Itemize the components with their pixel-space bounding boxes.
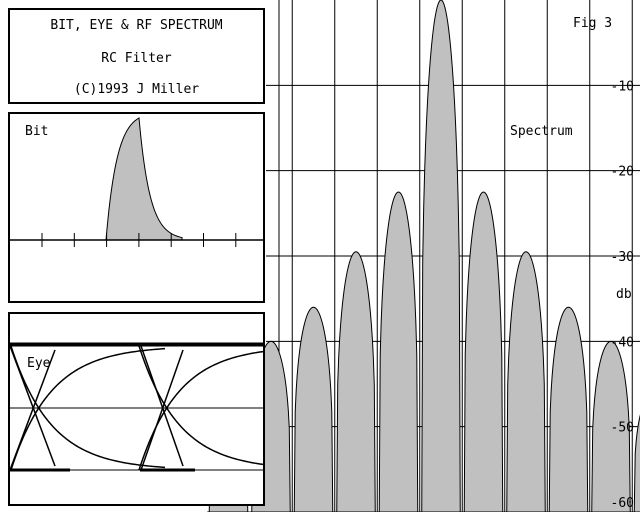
- eye-chart: [10, 342, 263, 472]
- eye-trace: [140, 345, 184, 467]
- eye-trace: [10, 345, 166, 469]
- bit-chart: [10, 117, 263, 247]
- info-panel: BIT, EYE & RF SPECTRUM RC Filter (C)1993…: [8, 8, 265, 104]
- bit-panel: Bit: [8, 112, 265, 303]
- eye-trace: [140, 349, 184, 471]
- eye-label: Eye: [27, 356, 51, 371]
- y-tick-label: -50: [611, 421, 634, 436]
- spectrum-lobe: [334, 251, 378, 512]
- spectrum-lobe: [377, 191, 420, 512]
- bit-label: Bit: [25, 124, 49, 139]
- eye-trace: [10, 347, 166, 471]
- spectrum-lobe: [632, 414, 640, 512]
- eye-panel: Eye: [8, 312, 265, 506]
- y-tick-label: -30: [611, 250, 634, 265]
- spectrum-lobe: [504, 251, 548, 512]
- copyright: (C)1993 J Miller: [73, 82, 200, 97]
- y-tick-label: -40: [611, 335, 634, 350]
- spectrum-lobe: [547, 306, 590, 512]
- y-tick-label: -20: [611, 165, 634, 180]
- y-tick-label: -60: [611, 496, 634, 511]
- spectrum-y-ticks: -10 -20 -30 -40 -50 -60: [611, 79, 634, 511]
- fig-label: Fig 3: [573, 16, 612, 31]
- spectrum-lobe: [589, 340, 633, 512]
- eye-trace: [138, 350, 263, 471]
- eye-trace: [10, 345, 56, 467]
- eye-trace: [10, 349, 56, 471]
- y-tick-label: -10: [611, 79, 634, 94]
- title: BIT, EYE & RF SPECTRUM: [50, 18, 223, 33]
- subtitle: RC Filter: [101, 51, 172, 66]
- bit-pulse: [105, 117, 183, 241]
- y-axis-label: db: [616, 287, 632, 302]
- spectrum-lobe: [419, 0, 463, 512]
- spectrum-lobe: [462, 191, 505, 512]
- spectrum-lobe: [292, 306, 335, 512]
- spectrum-label: Spectrum: [510, 124, 573, 139]
- eye-trace: [138, 345, 263, 466]
